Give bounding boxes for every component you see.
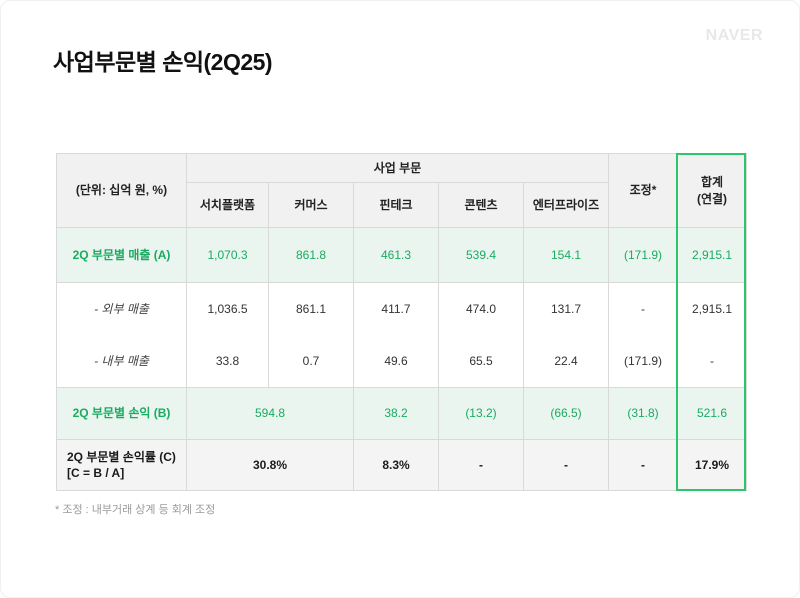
- cell-value: 131.7: [522, 282, 610, 336]
- cell-value: 411.7: [353, 282, 439, 336]
- adjust-header-cell: 조정*: [608, 153, 679, 228]
- column-header-enterprise: 엔터프라이즈: [522, 182, 610, 228]
- cell-value: 154.1: [522, 227, 610, 283]
- row-label-internal-revenue: - 내부 매출: [56, 335, 187, 388]
- cell-value: (31.8): [608, 387, 679, 440]
- cell-value: (13.2): [438, 387, 524, 440]
- cell-value: 521.6: [677, 387, 748, 440]
- header-row-segments: 서치플랫폼 커머스 핀테크 콘텐츠 엔터프라이즈: [57, 182, 747, 228]
- column-header-search-platform: 서치플랫폼: [186, 182, 269, 228]
- table-row-internal-revenue: - 내부 매출 33.8 0.7 49.6 65.5 22.4 (171.9) …: [56, 335, 748, 388]
- cell-value: 38.2: [353, 387, 439, 440]
- cell-value: 861.8: [268, 227, 354, 283]
- table-row-external-revenue: - 외부 매출 1,036.5 861.1 411.7 474.0 131.7 …: [56, 282, 748, 336]
- row-label-operating-profit: 2Q 부문별 손익 (B): [56, 387, 187, 440]
- unit-label-cell: (단위: 십억 원, %): [56, 153, 187, 228]
- column-header-contents: 콘텐츠: [438, 182, 524, 228]
- page-title: 사업부문별 손익(2Q25): [53, 49, 273, 75]
- cell-value: 22.4: [522, 335, 610, 388]
- cell-value: 474.0: [438, 282, 524, 336]
- cell-value: 0.7: [268, 335, 354, 388]
- naver-logo: NAVER: [705, 27, 763, 44]
- cell-value: -: [677, 335, 748, 388]
- row-label-external-revenue: - 외부 매출: [56, 282, 187, 336]
- cell-value: -: [608, 439, 679, 491]
- cell-value: (171.9): [608, 335, 679, 388]
- group-header-cell: 사업 부문: [185, 153, 610, 183]
- footnote: * 조정 : 내부거래 상계 등 회계 조정: [55, 504, 216, 516]
- table-row-operating-profit: 2Q 부문별 손익 (B) 594.8 38.2 (13.2) (66.5) (…: [56, 387, 748, 440]
- header-row-group: (단위: 십억 원, %) 사업 부문 조정* 합계 (연결): [56, 153, 748, 228]
- segment-pnl-table: (단위: 십억 원, %) 사업 부문 조정* 합계 (연결) 서치플랫폼 커머…: [56, 153, 748, 491]
- cell-value: 2,915.1: [677, 282, 748, 336]
- column-header-commerce: 커머스: [268, 182, 354, 228]
- data-table: (단위: 십억 원, %) 사업 부문 조정* 합계 (연결) 서치플랫폼 커머…: [56, 153, 748, 491]
- cell-value: (171.9): [608, 227, 679, 283]
- column-header-fintech: 핀테크: [353, 182, 439, 228]
- table-row-operating-margin: 2Q 부문별 손익률 (C) [C = B / A] 30.8% 8.3% - …: [56, 439, 748, 491]
- cell-value: 1,036.5: [186, 282, 269, 336]
- cell-value: -: [522, 439, 610, 491]
- row-label-operating-margin: 2Q 부문별 손익률 (C) [C = B / A]: [56, 439, 187, 491]
- cell-value: 8.3%: [353, 439, 439, 491]
- cell-value: 2,915.1: [677, 227, 748, 283]
- cell-value: -: [608, 282, 679, 336]
- cell-value: 539.4: [438, 227, 524, 283]
- cell-value: 49.6: [353, 335, 439, 388]
- cell-value: 861.1: [268, 282, 354, 336]
- cell-value: 1,070.3: [186, 227, 269, 283]
- cell-value: 461.3: [353, 227, 439, 283]
- cell-value: (66.5): [522, 387, 610, 440]
- row-label-revenue: 2Q 부문별 매출 (A): [56, 227, 187, 283]
- table-row-revenue: 2Q 부문별 매출 (A) 1,070.3 861.8 461.3 539.4 …: [56, 227, 748, 283]
- cell-value: 594.8: [186, 387, 354, 440]
- cell-value: 30.8%: [186, 439, 354, 491]
- cell-value: 17.9%: [677, 439, 748, 491]
- cell-value: 33.8: [186, 335, 269, 388]
- total-header-cell: 합계 (연결): [677, 153, 748, 228]
- cell-value: 65.5: [438, 335, 524, 388]
- cell-value: -: [438, 439, 524, 491]
